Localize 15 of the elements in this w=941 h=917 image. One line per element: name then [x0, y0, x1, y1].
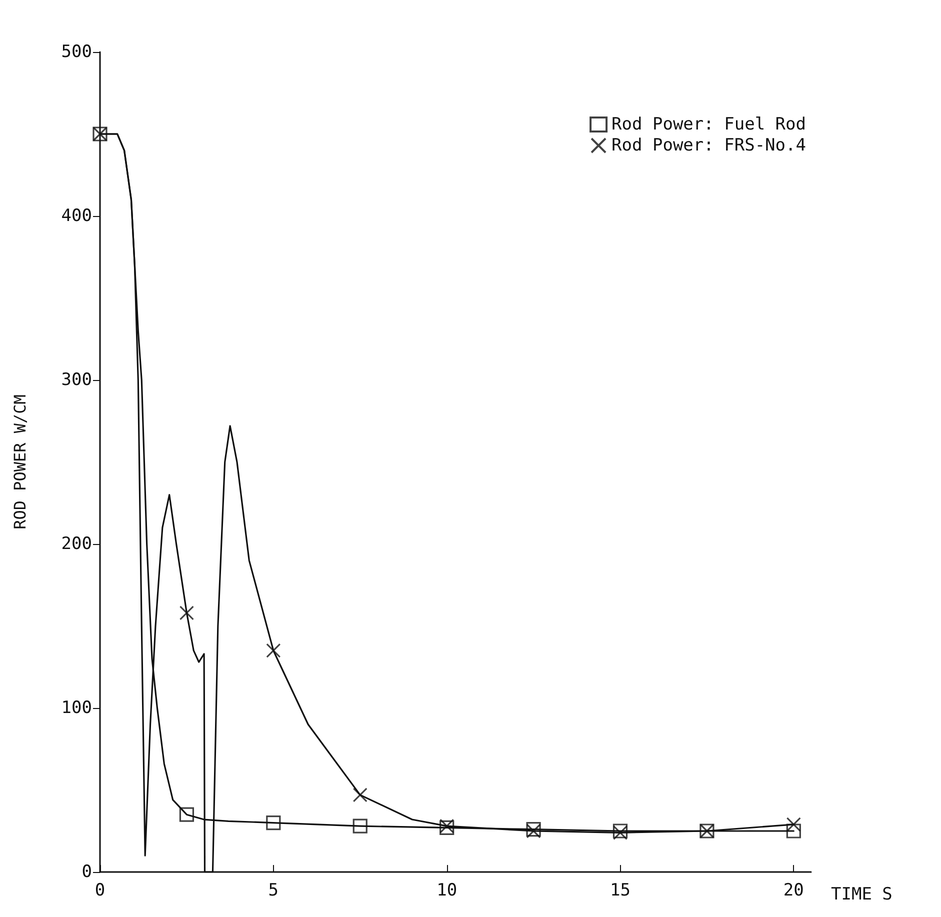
x-tick-label: 10 [436, 880, 458, 900]
y-tick-label: 500 [61, 42, 92, 62]
legend-label: Rod Power: FRS-No.4 [612, 136, 806, 156]
x-tick-label: 20 [783, 880, 804, 900]
y-tick-label: 0 [82, 862, 92, 882]
y-axis-title: ROD POWER W/CM [10, 394, 30, 530]
x-tick-label: 0 [94, 880, 106, 900]
x-axis-title: TIME S [831, 884, 892, 904]
x-tick-label: 5 [268, 880, 279, 900]
y-tick-label: 100 [61, 698, 92, 718]
x-tick-label: 15 [610, 880, 630, 900]
y-tick-label: 200 [61, 534, 92, 554]
legend-label: Rod Power: Fuel Rod [612, 114, 806, 134]
y-tick-label: 400 [61, 206, 92, 226]
y-tick-label: 300 [61, 370, 92, 390]
